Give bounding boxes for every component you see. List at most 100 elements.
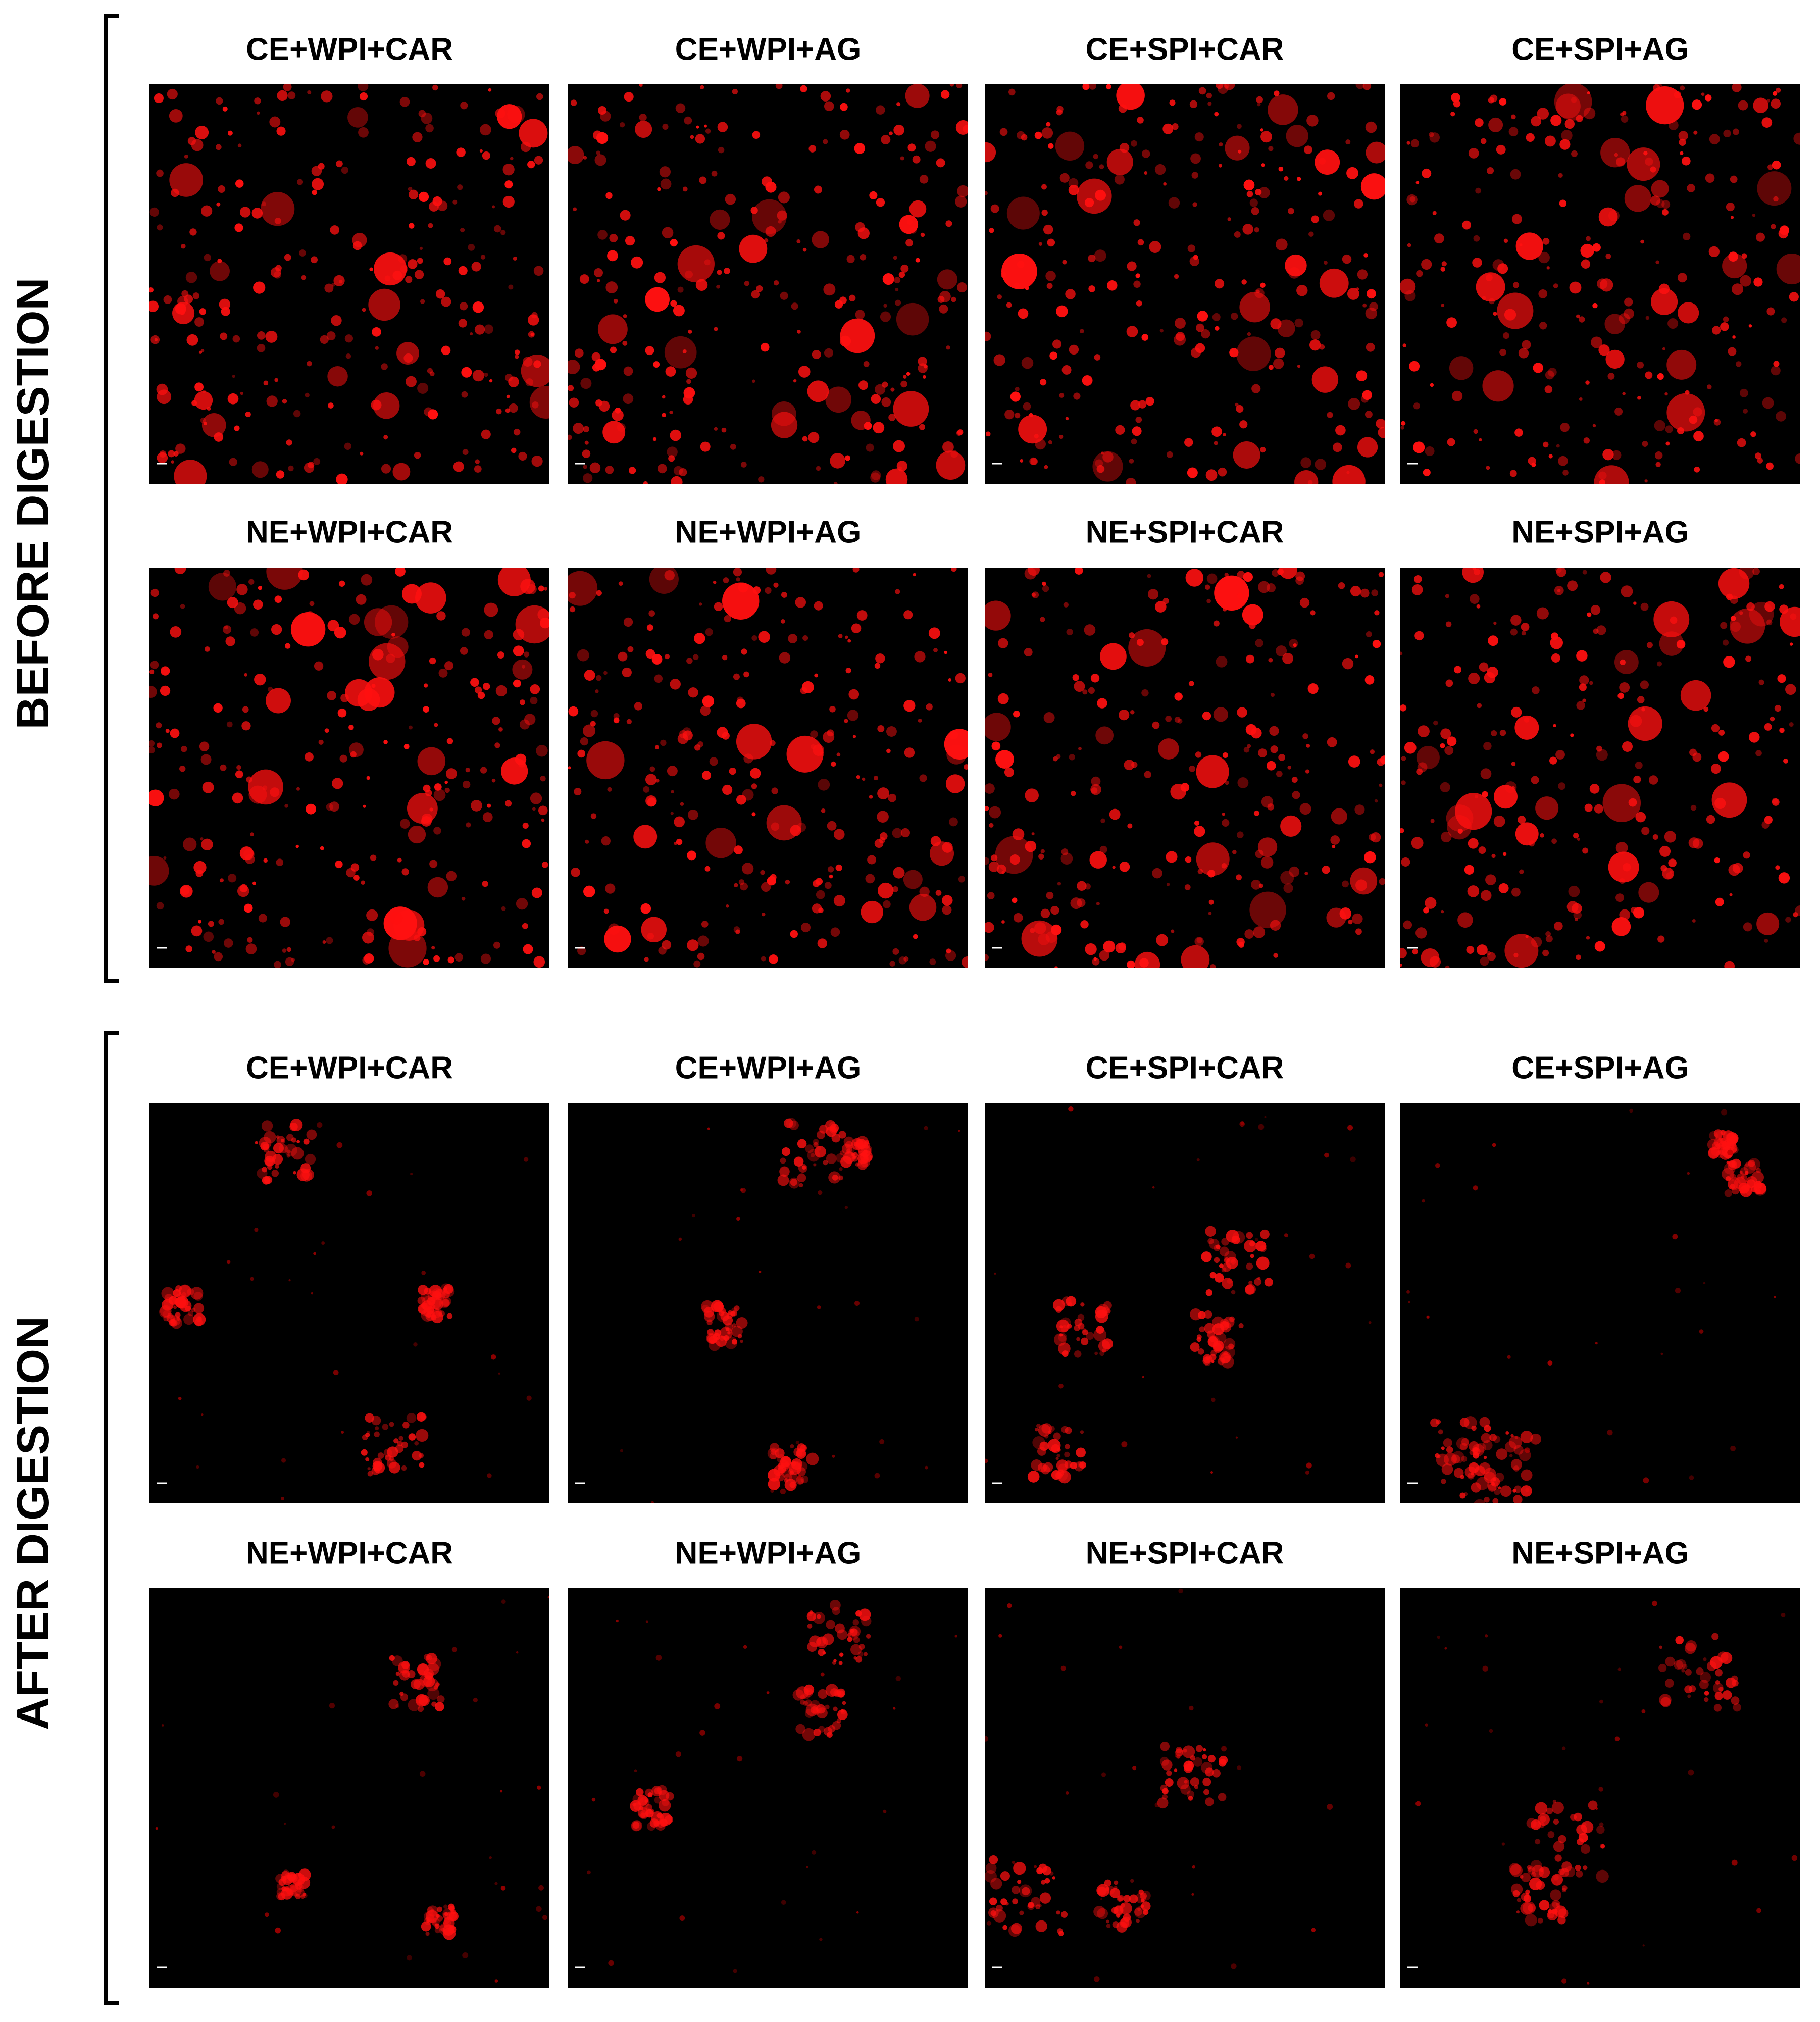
droplet [1481, 1433, 1491, 1443]
droplet [395, 1672, 400, 1676]
droplet [1284, 1233, 1288, 1238]
droplet [1221, 863, 1227, 869]
droplet [149, 855, 169, 886]
droplet [1561, 1746, 1566, 1750]
droplet [1680, 85, 1685, 91]
droplet [407, 1670, 416, 1678]
droplet [273, 1143, 284, 1154]
droplet [702, 695, 715, 707]
droplet [1683, 232, 1691, 241]
droplet [1415, 181, 1420, 184]
droplet [1219, 142, 1223, 147]
droplet [719, 1327, 733, 1340]
droplet [1510, 1459, 1523, 1471]
droplet [364, 608, 392, 636]
droplet [1201, 329, 1210, 339]
droplet [1056, 1459, 1069, 1472]
droplet [1685, 390, 1690, 395]
droplet [226, 1260, 231, 1265]
droplet [481, 429, 491, 439]
droplet [1211, 426, 1222, 437]
droplet [1035, 1428, 1039, 1432]
droplet [431, 946, 435, 950]
droplet [802, 635, 808, 641]
droplet [284, 804, 288, 808]
panel-title: NE+WPI+CAR [246, 515, 453, 549]
droplet [367, 1471, 373, 1477]
droplet [601, 836, 611, 846]
droplet [392, 463, 411, 481]
droplet [945, 220, 952, 227]
droplet [170, 1319, 178, 1327]
droplet [504, 374, 513, 382]
droplet [714, 327, 718, 331]
droplet [1193, 255, 1198, 260]
droplet [226, 721, 233, 728]
droplet [1170, 783, 1186, 800]
droplet [851, 623, 862, 634]
droplet [423, 1306, 435, 1318]
droplet [1535, 1839, 1541, 1845]
droplet [583, 465, 587, 469]
droplet [1355, 84, 1365, 89]
droplet [687, 850, 696, 861]
droplet [417, 1705, 424, 1712]
droplet [1642, 1944, 1645, 1947]
droplet [1174, 333, 1186, 346]
droplet [1471, 1482, 1481, 1493]
droplet [635, 1788, 644, 1796]
droplet [1060, 1665, 1066, 1671]
droplet [1521, 1469, 1533, 1481]
droplet [1065, 1444, 1070, 1450]
droplet [692, 1214, 695, 1218]
droplet [536, 745, 548, 757]
droplet [732, 88, 738, 95]
droplet [1410, 139, 1420, 148]
droplet [863, 1652, 868, 1656]
droplet [688, 687, 698, 698]
droplet [818, 778, 830, 791]
droplet [1412, 948, 1418, 955]
droplet [288, 465, 294, 472]
droplet [271, 1170, 279, 1177]
droplet [867, 855, 877, 865]
droplet [1552, 1799, 1556, 1804]
droplet [1057, 882, 1061, 886]
droplet [1236, 874, 1242, 881]
droplet [847, 1633, 851, 1637]
droplet [830, 1126, 838, 1134]
droplet [395, 568, 406, 577]
droplet [654, 272, 666, 283]
droplet [203, 931, 214, 942]
droplet [997, 294, 1002, 299]
droplet [1162, 1794, 1168, 1800]
droplet [1451, 93, 1460, 103]
droplet [1501, 1842, 1505, 1846]
droplet [1008, 1924, 1021, 1937]
droplet [1454, 666, 1462, 674]
droplet [836, 752, 841, 757]
droplet [1276, 645, 1287, 657]
droplet [569, 397, 579, 408]
droplet [1748, 1158, 1760, 1171]
droplet [195, 125, 209, 139]
droplet [1739, 388, 1748, 397]
droplet [714, 427, 718, 431]
droplet [800, 1699, 805, 1705]
droplet [936, 158, 945, 168]
droplet [1560, 422, 1570, 432]
droplet [262, 1167, 268, 1173]
droplet [775, 84, 783, 89]
droplet [930, 836, 941, 846]
droplet [236, 584, 248, 595]
droplet [863, 361, 870, 367]
droplet [270, 787, 280, 797]
droplet [698, 602, 702, 606]
droplet [1306, 1462, 1312, 1469]
droplet [1703, 1282, 1706, 1285]
droplet [1509, 1863, 1521, 1875]
droplet [1558, 456, 1568, 466]
droplet [250, 1277, 254, 1281]
droplet [1137, 1907, 1141, 1911]
droplet [287, 1872, 297, 1882]
